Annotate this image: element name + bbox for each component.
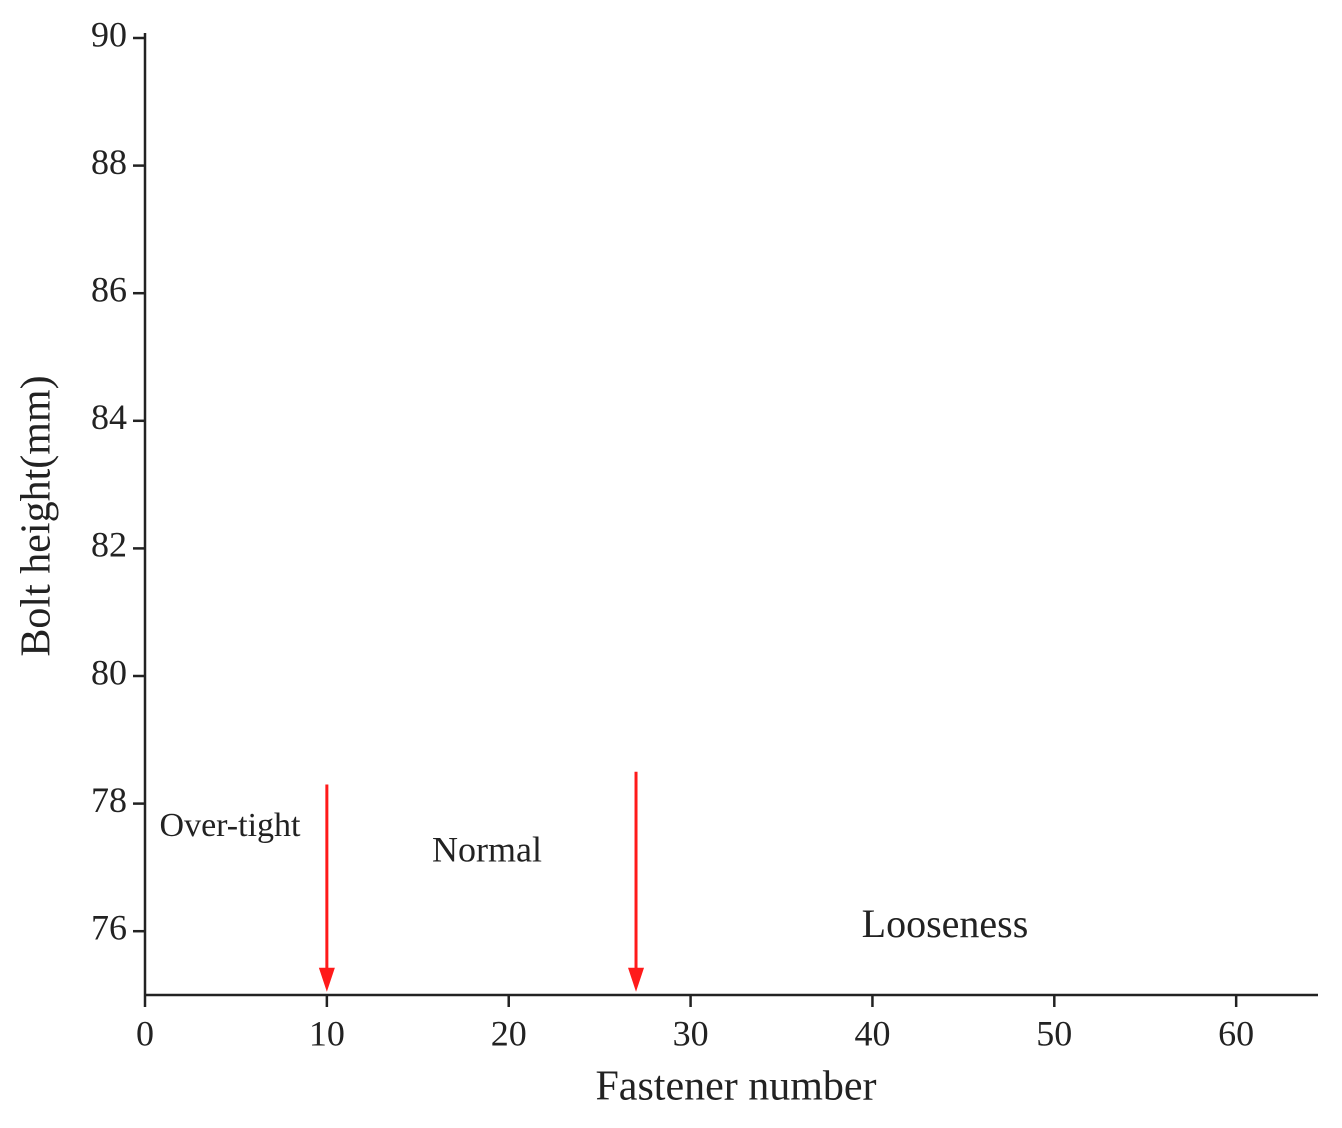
x-tick-label: 10: [309, 1013, 345, 1053]
y-tick-label: 86: [91, 269, 127, 309]
x-tick-label: 50: [1036, 1013, 1072, 1053]
x-axis-label: Fastener number: [595, 1064, 876, 1110]
y-tick-label: 80: [91, 652, 127, 692]
x-tick-label: 20: [491, 1013, 527, 1053]
annotation: Over-tight: [160, 807, 302, 844]
y-axis-label: Bolt height(mm): [14, 375, 60, 656]
x-tick-label: 0: [136, 1013, 154, 1053]
y-tick-label: 84: [91, 397, 127, 437]
y-tick-label: 76: [91, 907, 127, 947]
x-tick-label: 60: [1218, 1013, 1254, 1053]
annotation: Normal: [432, 829, 542, 869]
y-tick-label: 88: [91, 142, 127, 182]
x-tick-label: 40: [854, 1013, 890, 1053]
arrow-head: [628, 967, 645, 992]
y-tick-label: 90: [91, 14, 127, 54]
y-tick-label: 82: [91, 525, 127, 565]
y-tick-label: 78: [91, 780, 127, 820]
x-tick-label: 30: [673, 1013, 709, 1053]
arrow-head: [318, 967, 335, 992]
annotation: Looseness: [862, 901, 1029, 946]
